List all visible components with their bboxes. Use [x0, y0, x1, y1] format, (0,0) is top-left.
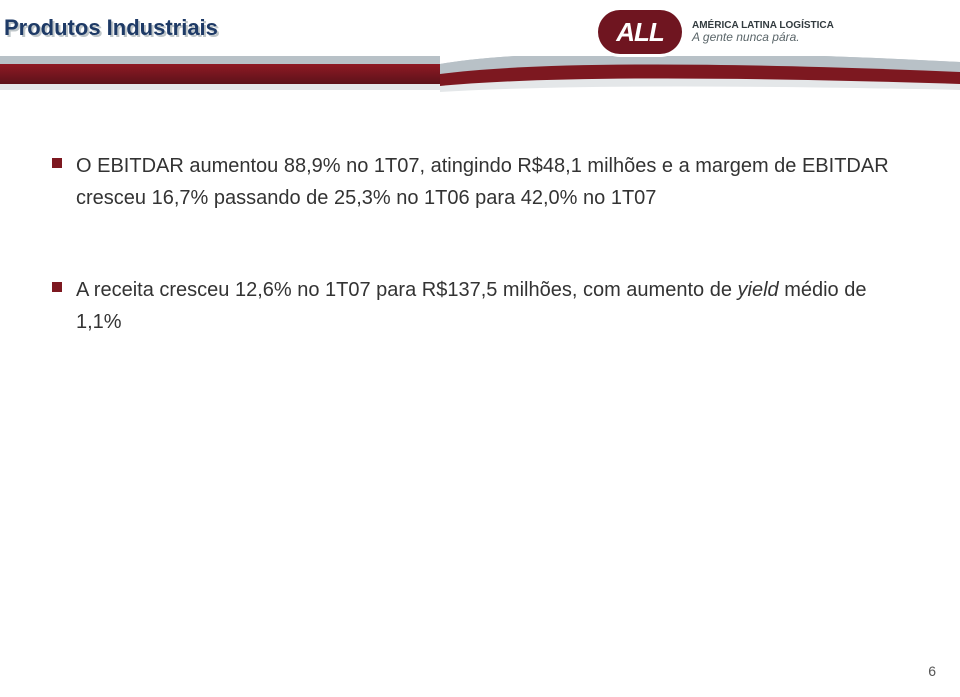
- content: O EBITDAR aumentou 88,9% no 1T07, atingi…: [52, 150, 908, 398]
- bullet-2-prefix: A receita cresceu 12,6% no 1T07 para R$1…: [76, 279, 738, 301]
- logo-badge-text: ALL: [616, 17, 664, 48]
- page-number: 6: [928, 663, 936, 679]
- logo-badge: ALL: [598, 10, 682, 54]
- bullet-square-icon: [52, 282, 62, 292]
- logo-text-block: AMÉRICA LATINA LOGÍSTICA A gente nunca p…: [692, 21, 834, 43]
- slide-title: Produtos Industriais Produtos Industriai…: [4, 15, 218, 41]
- slide: Produtos Industriais Produtos Industriai…: [0, 0, 960, 697]
- title-front: Produtos Industriais: [4, 15, 218, 41]
- band-curve: [440, 56, 960, 96]
- bullet-2: A receita cresceu 12,6% no 1T07 para R$1…: [52, 274, 908, 338]
- bullet-2-text: A receita cresceu 12,6% no 1T07 para R$1…: [76, 274, 908, 338]
- logo-line2: A gente nunca pára.: [692, 31, 834, 43]
- bullet-1-text: O EBITDAR aumentou 88,9% no 1T07, atingi…: [76, 150, 908, 214]
- bullet-square-icon: [52, 158, 62, 168]
- logo: ALL AMÉRICA LATINA LOGÍSTICA A gente nun…: [598, 4, 938, 60]
- bullet-1: O EBITDAR aumentou 88,9% no 1T07, atingi…: [52, 150, 908, 214]
- bullet-2-italic: yield: [738, 279, 779, 301]
- header-band: [0, 56, 960, 96]
